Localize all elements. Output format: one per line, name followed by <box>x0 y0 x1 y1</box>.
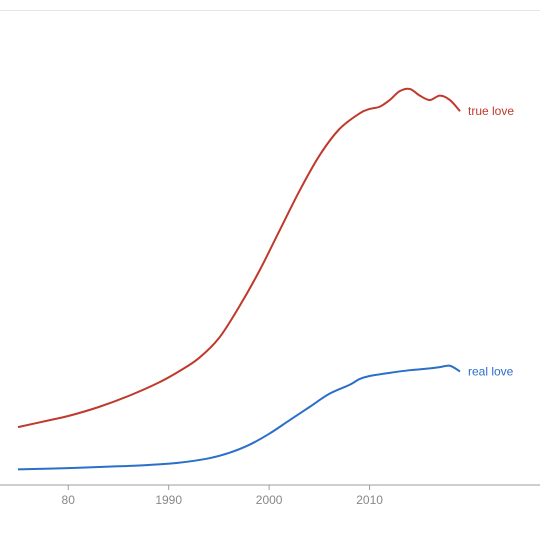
ngram-line-chart: 80 1990 2000 2010 true love real love <box>0 0 540 544</box>
x-tick-label: 1990 <box>155 493 182 507</box>
series-label-true-love: true love <box>468 104 514 118</box>
series-label-real-love: real love <box>468 365 514 379</box>
series-true-love <box>18 89 460 427</box>
x-tick-label: 80 <box>62 493 76 507</box>
x-tick-label: 2000 <box>256 493 283 507</box>
chart-svg: 80 1990 2000 2010 true love real love <box>0 0 540 544</box>
series-real-love <box>18 366 460 470</box>
x-tick-label: 2010 <box>356 493 383 507</box>
